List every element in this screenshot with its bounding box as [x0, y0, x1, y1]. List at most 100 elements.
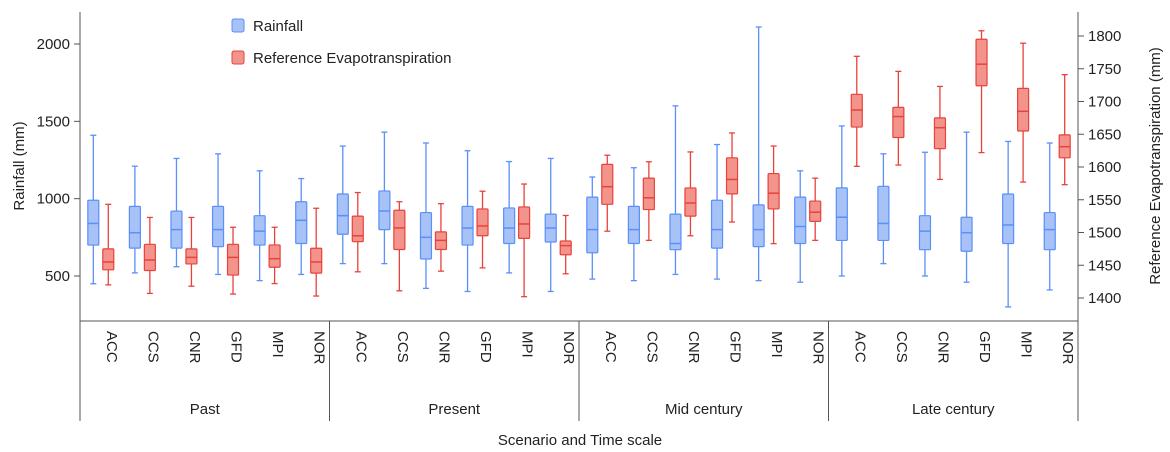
rainfall-box-iqr: [918, 215, 932, 251]
et-box-iqr: [642, 177, 655, 211]
rainfall-box: [503, 160, 516, 274]
category-label: NOR: [810, 331, 827, 365]
legend-swatch-rainfall: [231, 18, 245, 33]
rainfall-box: [87, 134, 100, 285]
et-box: [226, 226, 240, 295]
legend-label-rainfall: Rainfall: [253, 18, 303, 35]
category-label: CCS: [893, 331, 910, 363]
et-box: [559, 214, 572, 275]
category-label: CNR: [435, 331, 452, 364]
et-box-iqr: [559, 240, 572, 256]
category-label: CNR: [685, 331, 702, 364]
category-label: NOR: [1059, 331, 1076, 365]
rainfall-box: [627, 167, 640, 282]
y-tick-label-right: 1750: [1088, 61, 1121, 78]
et-box-iqr: [393, 209, 406, 251]
et-box: [143, 216, 156, 295]
rainfall-box-iqr: [211, 205, 225, 248]
rainfall-box: [170, 157, 183, 268]
rainfall-box-iqr: [586, 196, 599, 254]
y-tick-label-right: 1800: [1088, 28, 1121, 45]
y-tick-label-right: 1550: [1088, 192, 1121, 209]
rainfall-box: [461, 150, 474, 293]
y-tick-label-left: 1000: [37, 191, 70, 208]
et-box: [933, 85, 947, 181]
et-box: [1017, 42, 1030, 183]
et-box-iqr: [102, 248, 115, 271]
et-box: [310, 207, 323, 297]
et-box-iqr: [684, 187, 697, 217]
legend-label-et: Reference Evapotranspiration: [253, 50, 451, 67]
rainfall-box-iqr: [1043, 211, 1056, 251]
rainfall-box-iqr: [128, 205, 141, 249]
rainfall-box: [378, 131, 391, 265]
rainfall-box-iqr: [336, 193, 349, 235]
y-tick-label-left: 500: [45, 268, 70, 285]
category-label: GFD: [477, 331, 494, 363]
et-box: [892, 70, 905, 166]
et-box-iqr: [892, 106, 905, 139]
y-tick-label-right: 1650: [1088, 126, 1121, 143]
rainfall-box: [710, 143, 724, 280]
rainfall-box-iqr: [87, 199, 100, 246]
y-tick-label-right: 1400: [1088, 290, 1121, 307]
rainfall-box-iqr: [627, 205, 640, 245]
rainfall-box: [295, 177, 308, 276]
rainfall-box: [1002, 140, 1015, 308]
y-axis-title-right: Reference Evapotranspiration (mm): [1147, 47, 1164, 285]
y-tick-label-left: 1500: [37, 113, 70, 130]
et-box: [434, 203, 448, 272]
category-label: NOR: [311, 331, 328, 365]
et-box: [185, 216, 198, 287]
category-label: MPI: [269, 331, 286, 358]
et-box-iqr: [226, 243, 240, 276]
et-box: [767, 145, 780, 245]
rainfall-box-iqr: [835, 187, 848, 242]
category-label: ACC: [352, 331, 369, 363]
et-box-iqr: [143, 243, 156, 272]
group-label: Past: [190, 401, 221, 418]
rainfall-box: [586, 176, 599, 280]
group-label: Present: [428, 401, 481, 418]
et-box: [601, 154, 614, 232]
y-tick-label-right: 1600: [1088, 159, 1121, 176]
et-box-iqr: [310, 247, 323, 274]
rainfall-box-iqr: [960, 216, 973, 252]
et-box: [684, 151, 697, 237]
et-box-iqr: [185, 248, 198, 265]
et-box: [476, 190, 489, 269]
rainfall-box-iqr: [378, 190, 391, 231]
rainfall-box: [211, 153, 225, 276]
et-box: [725, 132, 739, 223]
rainfall-box: [419, 142, 433, 290]
rainfall-box: [960, 131, 973, 283]
category-label: NOR: [560, 331, 577, 365]
rainfall-box-iqr: [295, 201, 308, 245]
category-label: CCS: [394, 331, 411, 363]
rainfall-box-iqr: [1002, 193, 1015, 245]
y-tick-label-right: 1500: [1088, 225, 1121, 242]
et-box: [351, 191, 364, 273]
y-tick-label-right: 1450: [1088, 257, 1121, 274]
et-box-iqr: [975, 38, 988, 87]
y-tick-label-right: 1700: [1088, 94, 1121, 111]
rainfall-box: [128, 165, 141, 274]
et-box: [393, 201, 406, 292]
rainfall-box: [336, 145, 349, 265]
rainfall-box-iqr: [461, 205, 474, 246]
et-box-iqr: [725, 157, 739, 195]
category-label: GFD: [976, 331, 993, 363]
category-label: MPI: [768, 331, 785, 358]
rainfall-box-iqr: [503, 207, 516, 245]
et-box-iqr: [268, 244, 281, 268]
rainfall-box-iqr: [710, 199, 724, 249]
category-label: ACC: [851, 331, 868, 363]
rainfall-box: [1043, 142, 1056, 291]
group-label: Mid century: [665, 401, 743, 418]
et-box: [1058, 73, 1071, 186]
et-box: [809, 177, 822, 242]
category-label: ACC: [602, 331, 619, 363]
rainfall-box: [752, 26, 765, 282]
rainfall-box: [544, 157, 557, 293]
